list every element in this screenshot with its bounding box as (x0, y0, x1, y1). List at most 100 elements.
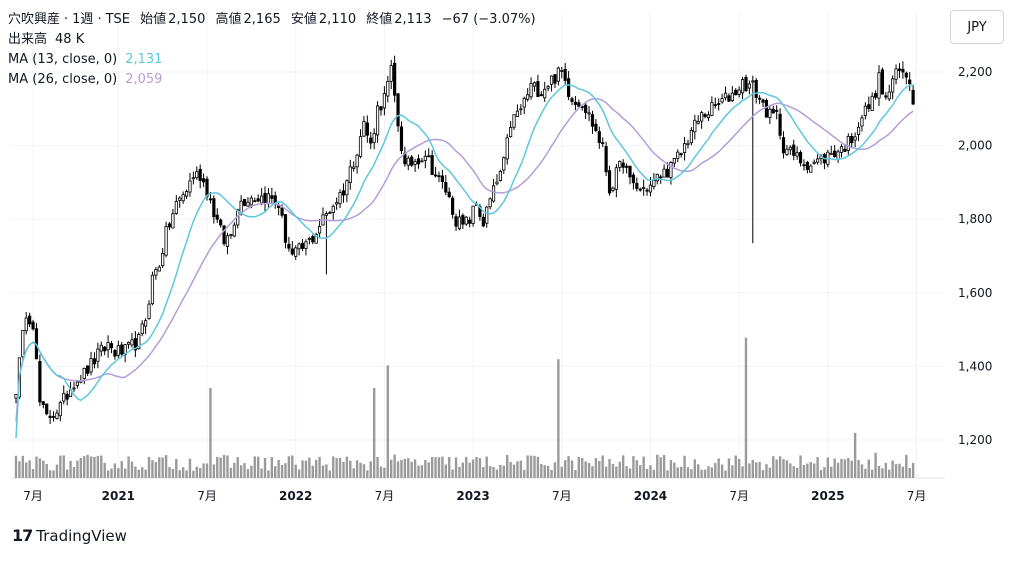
volume-bar (434, 457, 437, 478)
candle-body (590, 114, 595, 127)
volume-bar (144, 469, 147, 478)
interval-label[interactable]: 1週 (72, 12, 94, 27)
candle-body (621, 162, 625, 168)
symbol-name[interactable]: 穴吹興産 (8, 12, 61, 27)
candle-body (126, 341, 131, 345)
candle-body (338, 192, 342, 205)
legend-volume-row[interactable]: 出来高 48 K (8, 30, 536, 50)
volume-bar (608, 459, 611, 478)
volume-bar (219, 457, 222, 478)
volume-bar (523, 469, 526, 478)
volume-bar (127, 456, 130, 478)
volume-bar (570, 460, 574, 478)
candle-body (751, 80, 755, 83)
candle-body (843, 148, 847, 152)
volume-bar (451, 469, 454, 478)
volume-bar (45, 464, 48, 478)
volume-bar (72, 467, 76, 478)
close-value: 2,113 (394, 12, 432, 27)
volume-bar (113, 463, 117, 478)
volume-bar (168, 467, 171, 478)
volume-bar (512, 464, 516, 478)
x-tick-label: 7月 (23, 489, 43, 503)
candle-body (164, 226, 168, 256)
candle-body (116, 345, 120, 356)
currency-button[interactable]: JPY (950, 10, 1004, 44)
volume-bar (328, 470, 332, 478)
candle-body (662, 168, 666, 178)
candle-body (352, 166, 356, 169)
volume-bar (103, 462, 106, 478)
legend-ma13-row[interactable]: MA (13, close, 0) 2,131 (8, 50, 536, 70)
volume-bar (813, 463, 816, 478)
volume-bar (741, 466, 744, 478)
volume-bar (437, 457, 441, 478)
volume-bar (178, 470, 181, 478)
volume-bar (31, 469, 35, 478)
volume-bar (550, 469, 553, 478)
candle-body (171, 213, 175, 229)
candle-body (693, 119, 697, 133)
tradingview-logo[interactable]: 17 TradingView (12, 526, 127, 545)
volume-bar (345, 456, 349, 478)
volume-bar (226, 455, 229, 478)
volume-bar (823, 467, 826, 478)
candle-body (700, 112, 704, 122)
volume-bar (785, 460, 789, 478)
candle-body (45, 403, 49, 415)
candle-body (727, 95, 731, 102)
volume-bar (465, 456, 468, 478)
volume-bar (707, 466, 710, 478)
volume-bar (744, 337, 748, 478)
candle-body (911, 90, 915, 105)
volume-bar (673, 462, 676, 478)
candle-body (396, 93, 400, 127)
candle-body (846, 135, 850, 151)
volume-label: 出来高 (8, 32, 48, 47)
volume-bar (321, 465, 325, 478)
candle-body (720, 98, 724, 103)
volume-bar (652, 469, 656, 478)
candle-body (795, 152, 799, 157)
volume-bar (413, 459, 417, 478)
candle-body (519, 108, 523, 111)
candle-body (754, 80, 758, 98)
candle-body (324, 213, 329, 216)
volume-bar (175, 458, 178, 478)
candle-body (454, 216, 458, 227)
candle-body (556, 67, 560, 82)
candle-body (410, 156, 414, 166)
candle-body (908, 79, 912, 85)
volume-bar (540, 464, 543, 478)
legend-ma26-row[interactable]: MA (26, close, 0) 2,059 (8, 70, 536, 90)
candle-body (703, 114, 707, 117)
volume-bar (782, 459, 785, 478)
candle-body (58, 402, 62, 417)
open-value: 2,150 (168, 12, 206, 27)
volume-bar (621, 455, 625, 478)
volume-bar (778, 456, 782, 478)
candle-body (167, 223, 172, 228)
candle-body (406, 157, 410, 166)
candle-body (140, 323, 144, 335)
candle-body (393, 62, 397, 96)
candle-body (355, 154, 359, 168)
candle-body (887, 91, 891, 100)
candle-body (202, 178, 206, 183)
volume-bar (553, 462, 557, 478)
volume-bar (158, 457, 161, 478)
high-label: 高値 (215, 12, 242, 27)
volume-bar (205, 463, 209, 478)
candle-body (314, 233, 318, 244)
volume-bar (683, 455, 686, 478)
chart-legend: 穴吹興産 · 1週 · TSE 始値 2,150 高値 2,165 安値 2,110 終値 2,… (8, 10, 536, 90)
candle-body (488, 198, 492, 208)
legend-title-row: 穴吹興産 · 1週 · TSE 始値 2,150 高値 2,165 安値 2,110 終値 2,… (8, 12, 536, 27)
candle-body (464, 216, 468, 225)
candle-body (89, 358, 93, 373)
volume-bar (212, 464, 216, 478)
candle-body (553, 74, 557, 84)
candle-body (645, 189, 649, 192)
candle-body (747, 83, 751, 89)
